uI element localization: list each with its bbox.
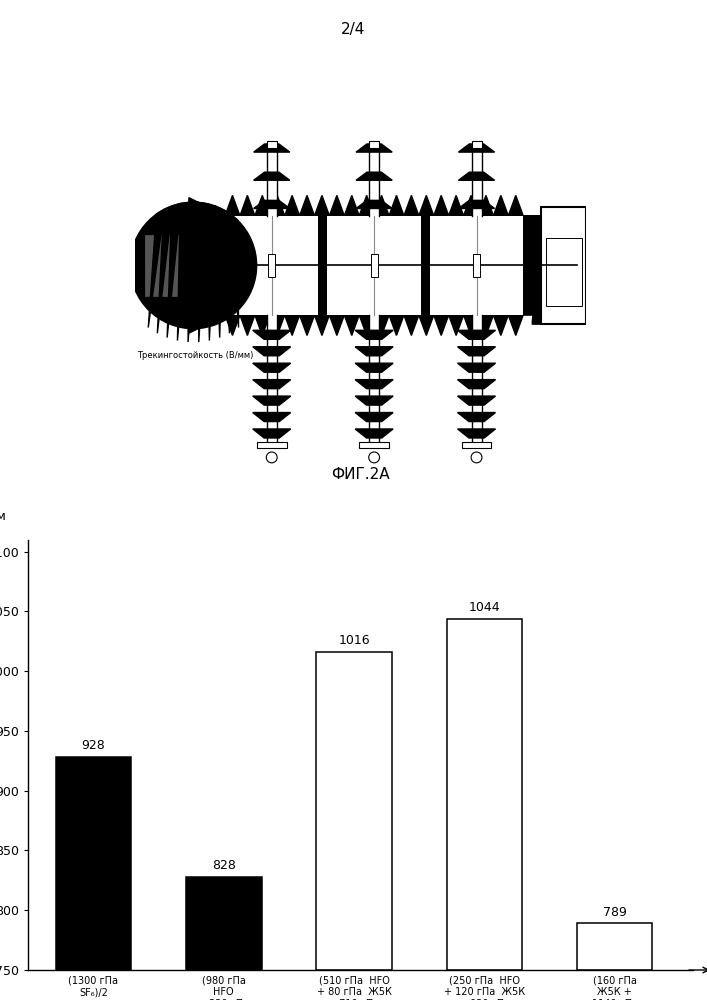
Polygon shape: [252, 347, 291, 356]
Polygon shape: [189, 195, 542, 335]
Bar: [134, 243, 194, 288]
Polygon shape: [206, 204, 216, 341]
Circle shape: [267, 452, 277, 463]
Bar: [144, 234, 180, 297]
Polygon shape: [355, 413, 393, 422]
Bar: [186, 877, 262, 970]
Bar: [462, 442, 491, 448]
Bar: [56, 757, 132, 970]
Bar: [546, 238, 582, 306]
Polygon shape: [252, 363, 291, 372]
Polygon shape: [188, 202, 199, 342]
Bar: [577, 923, 653, 970]
Bar: [369, 143, 379, 216]
Polygon shape: [356, 200, 392, 208]
Polygon shape: [254, 172, 290, 180]
Polygon shape: [457, 363, 496, 372]
Polygon shape: [254, 200, 290, 208]
Text: 1044: 1044: [469, 601, 500, 614]
Polygon shape: [457, 380, 496, 389]
Bar: [542, 207, 587, 324]
Bar: [267, 315, 276, 442]
Text: 1016: 1016: [338, 634, 370, 647]
Bar: [327, 216, 421, 315]
Text: ФИГ.2А: ФИГ.2А: [332, 467, 390, 482]
Bar: [318, 216, 327, 315]
Polygon shape: [254, 144, 290, 152]
Polygon shape: [355, 429, 393, 438]
Polygon shape: [252, 413, 291, 422]
Polygon shape: [356, 144, 392, 152]
Polygon shape: [158, 206, 173, 333]
Bar: [316, 652, 392, 970]
Polygon shape: [230, 214, 238, 328]
Bar: [144, 234, 180, 297]
Text: В/мм: В/мм: [0, 510, 7, 523]
Polygon shape: [457, 429, 496, 438]
Circle shape: [471, 452, 482, 463]
Bar: [369, 141, 379, 148]
Bar: [472, 315, 481, 442]
Polygon shape: [355, 363, 393, 372]
Circle shape: [369, 452, 380, 463]
Polygon shape: [148, 209, 164, 328]
Bar: [267, 141, 276, 148]
Text: Трекингостойкость (В/мм): Трекингостойкость (В/мм): [137, 351, 253, 360]
Polygon shape: [252, 380, 291, 389]
Bar: [370, 254, 378, 277]
Text: 2/4: 2/4: [341, 22, 366, 37]
Polygon shape: [458, 172, 495, 180]
Bar: [473, 254, 480, 277]
Polygon shape: [457, 396, 496, 405]
Polygon shape: [215, 206, 223, 338]
Polygon shape: [355, 347, 393, 356]
Polygon shape: [458, 144, 495, 152]
Polygon shape: [457, 330, 496, 339]
Polygon shape: [252, 396, 291, 405]
Bar: [268, 254, 275, 277]
Polygon shape: [457, 347, 496, 356]
Bar: [421, 216, 430, 315]
Bar: [472, 143, 481, 216]
Polygon shape: [457, 413, 496, 422]
Polygon shape: [458, 200, 495, 208]
Wedge shape: [532, 270, 587, 324]
Text: 928: 928: [81, 739, 105, 752]
Circle shape: [130, 202, 257, 329]
Bar: [447, 619, 522, 970]
Polygon shape: [223, 210, 231, 333]
Text: 789: 789: [603, 906, 626, 919]
Bar: [359, 442, 389, 448]
Bar: [267, 143, 276, 216]
Polygon shape: [355, 380, 393, 389]
Polygon shape: [355, 396, 393, 405]
Bar: [430, 216, 523, 315]
Bar: [225, 216, 318, 315]
Polygon shape: [177, 202, 189, 341]
Polygon shape: [167, 203, 181, 338]
Polygon shape: [252, 429, 291, 438]
Polygon shape: [252, 330, 291, 339]
Bar: [257, 442, 286, 448]
Bar: [472, 141, 481, 148]
Text: 828: 828: [212, 859, 235, 872]
Bar: [369, 315, 379, 442]
Polygon shape: [355, 330, 393, 339]
Polygon shape: [198, 202, 207, 342]
Polygon shape: [356, 172, 392, 180]
